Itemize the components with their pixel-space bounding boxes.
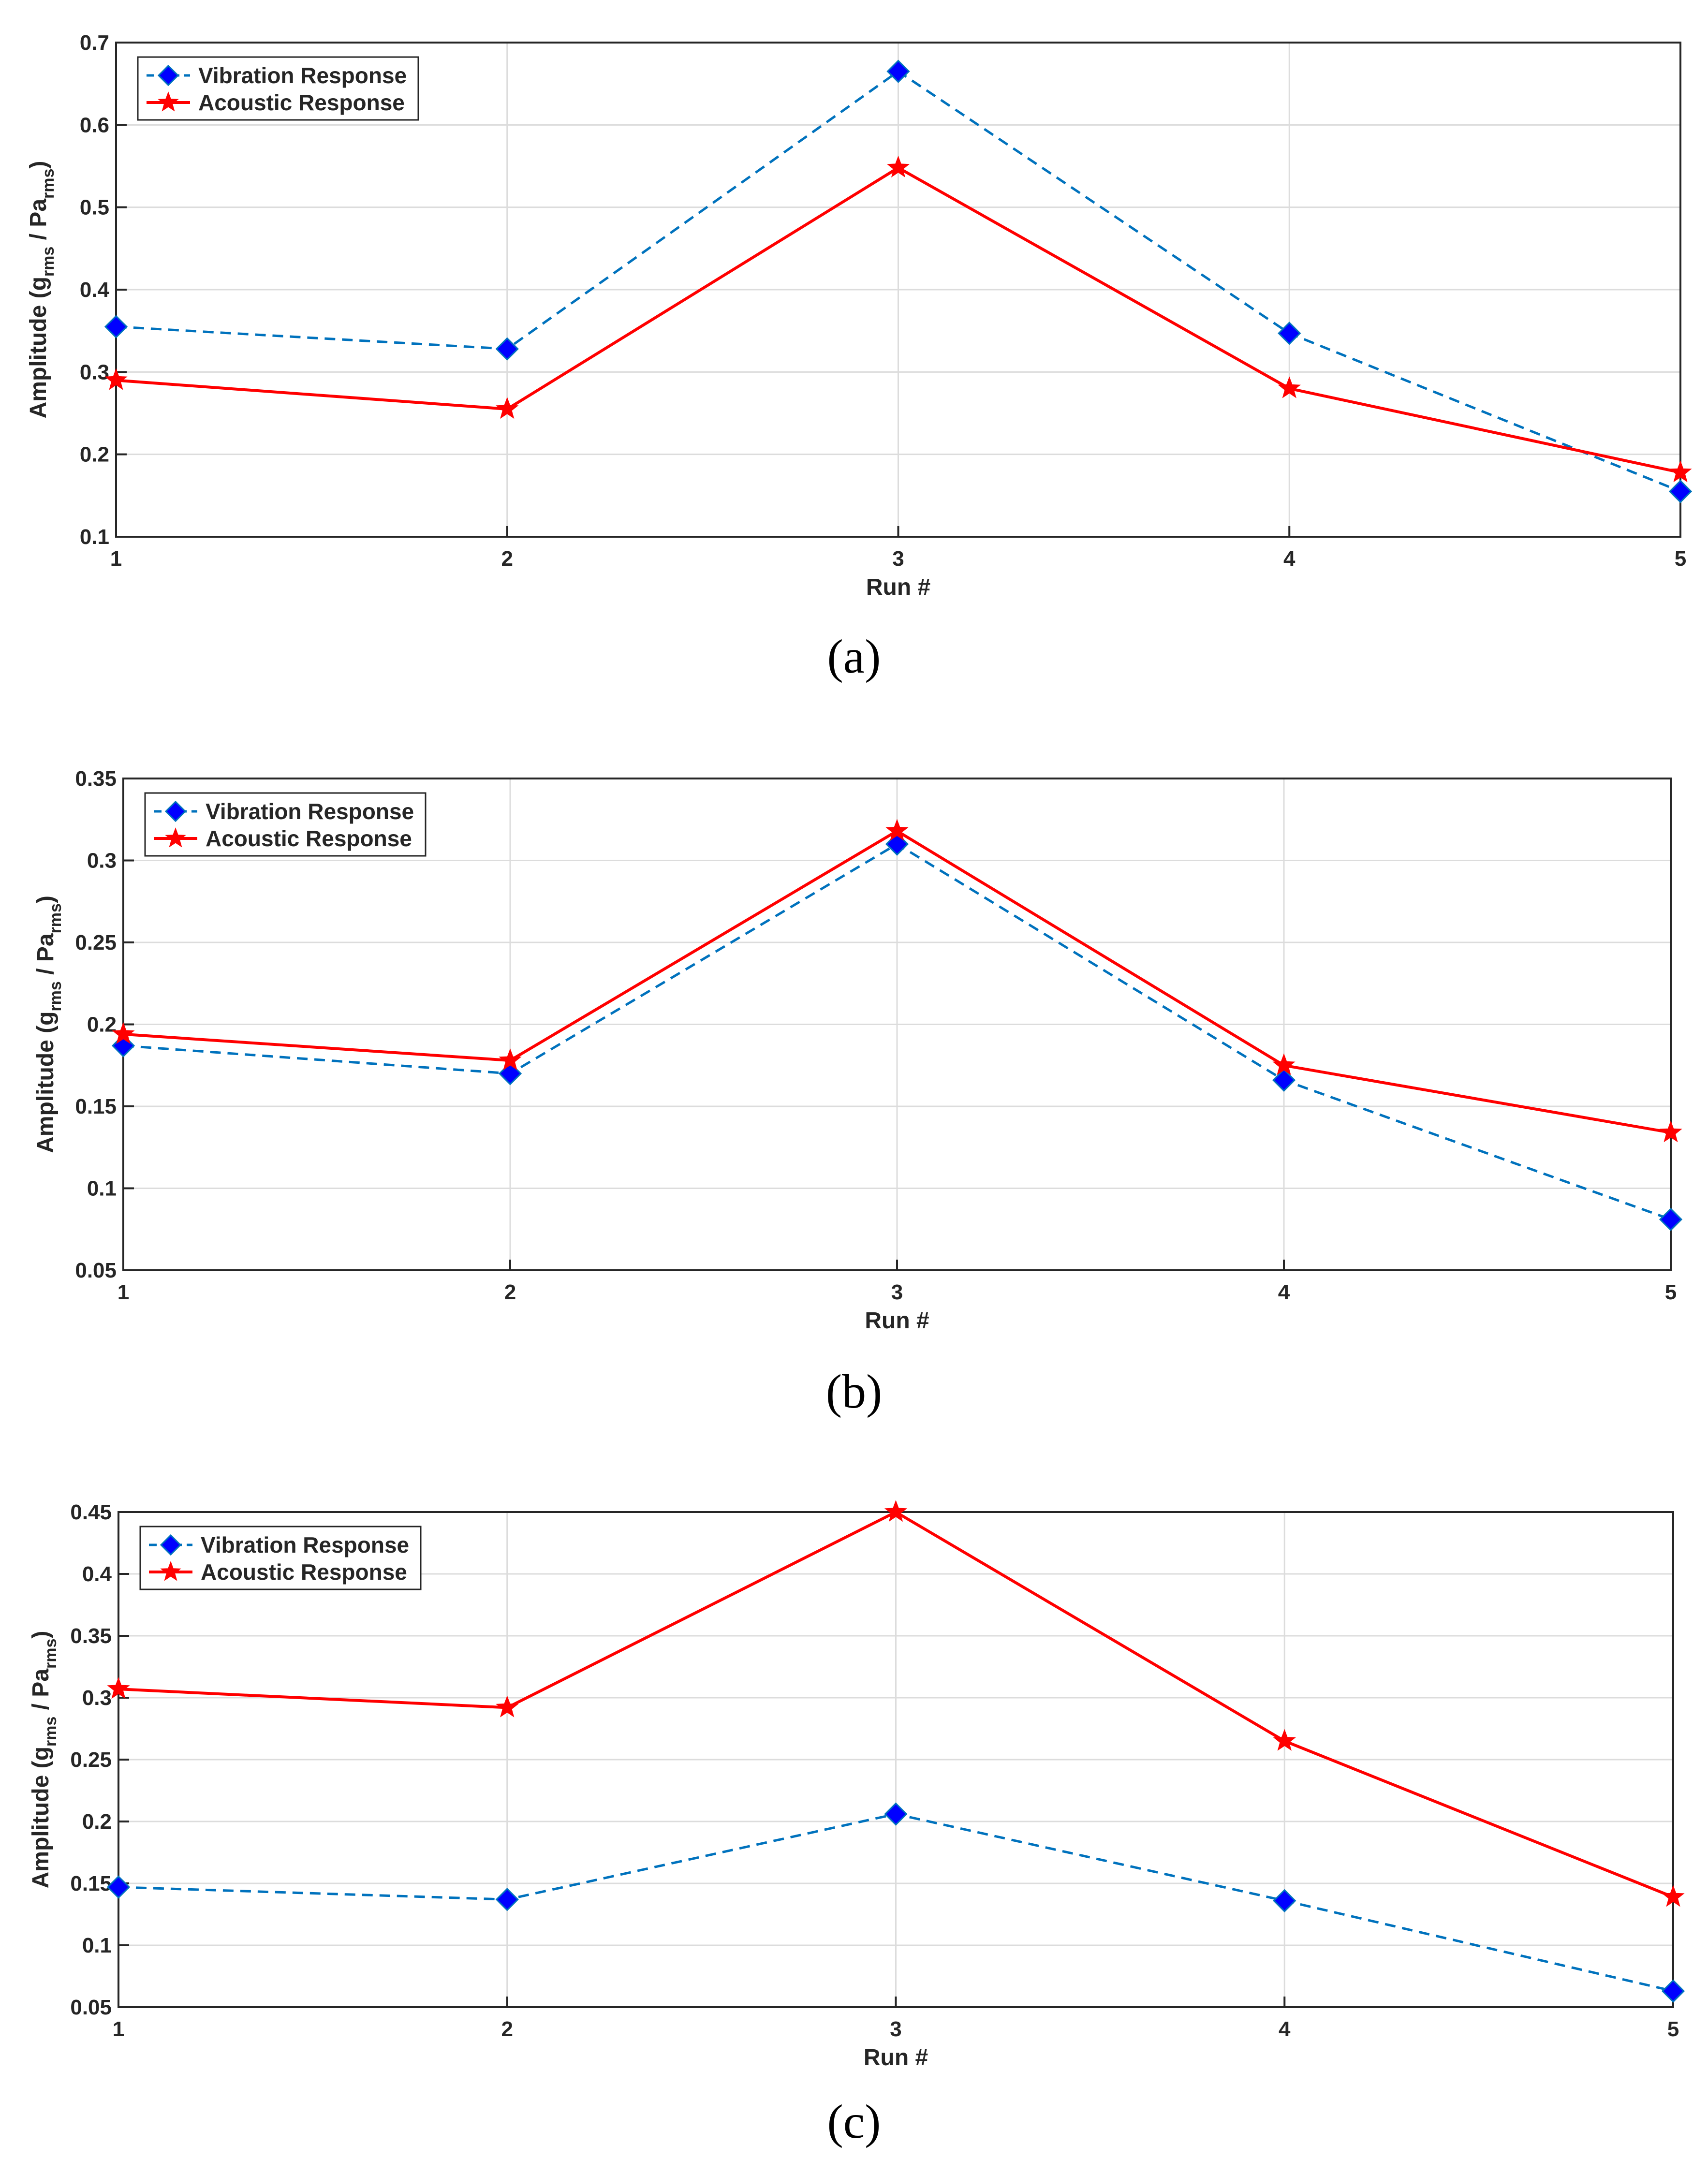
x-tick-label: 1 bbox=[118, 1280, 129, 1304]
y-axis-label: Amplitude (grms / Parms) bbox=[26, 161, 58, 419]
acoustic-point bbox=[1659, 1120, 1682, 1143]
x-axis-label: Run # bbox=[865, 1308, 929, 1334]
legend-star-icon bbox=[165, 827, 186, 848]
y-tick-label: 0.3 bbox=[82, 1686, 112, 1710]
y-tick-label: 0.05 bbox=[70, 1996, 112, 2019]
y-tick-label: 0.3 bbox=[80, 360, 109, 384]
x-tick-label: 5 bbox=[1665, 1280, 1677, 1304]
chart-panel-b: 1 2 3 4 5 0.05 0.1 0.15 0.2 0.25 0.3 0.35 Run # Ampli… bbox=[0, 733, 1708, 1342]
acoustic-point bbox=[1278, 376, 1301, 398]
x-tick-label: 3 bbox=[892, 547, 904, 571]
chart-c: 1 2 3 4 5 0.05 0.1 0.15 0.2 0.25 0.3 0.35 0.4 0.45 Run… bbox=[28, 1500, 1685, 2071]
vibration-point bbox=[1661, 1979, 1685, 2003]
y-tick-label: 0.1 bbox=[82, 1934, 112, 1957]
y-tick-label: 0.2 bbox=[87, 1013, 117, 1037]
y-tick-label: 0.35 bbox=[75, 767, 117, 791]
acoustic-point bbox=[104, 368, 128, 390]
chart-panel-c: 1 2 3 4 5 0.05 0.1 0.15 0.2 0.25 0.3 0.35 0.4 0.45 Run… bbox=[0, 1472, 1708, 2082]
x-axis-label: Run # bbox=[864, 2045, 928, 2071]
acoustic-point bbox=[1273, 1729, 1296, 1751]
vibration-point bbox=[1272, 1068, 1296, 1092]
x-tick-label: 2 bbox=[504, 1280, 516, 1304]
acoustic-point bbox=[884, 1500, 908, 1522]
vibration-point bbox=[1278, 322, 1301, 345]
legend-label: Vibration Response bbox=[201, 1532, 409, 1557]
y-axis-label: Amplitude (grms / Parms) bbox=[33, 896, 65, 1153]
x-tick-label: 4 bbox=[1283, 547, 1296, 571]
legend-label: Vibration Response bbox=[206, 799, 414, 824]
y-tick-label: 0.4 bbox=[82, 1562, 112, 1586]
y-tick-label: 0.4 bbox=[80, 278, 110, 302]
y-tick-label: 0.15 bbox=[75, 1095, 117, 1118]
y-tick-label: 0.05 bbox=[75, 1259, 117, 1282]
chart-a: 1 2 3 4 5 0.1 0.2 0.3 0.4 0.5 0.6 0.7 Run # Amplitude… bbox=[26, 31, 1693, 600]
legend-label: Acoustic Response bbox=[201, 1559, 407, 1585]
vibration-point bbox=[495, 337, 519, 361]
vibration-point bbox=[1668, 480, 1693, 503]
acoustic-point bbox=[1669, 460, 1692, 483]
vibration-point bbox=[495, 1888, 519, 1911]
acoustic-point bbox=[496, 1695, 519, 1718]
acoustic-point bbox=[107, 1677, 130, 1699]
x-tick-label: 3 bbox=[890, 2017, 901, 2041]
y-tick-label: 0.2 bbox=[80, 443, 109, 467]
x-tick-label: 4 bbox=[1278, 1280, 1290, 1304]
acoustic-point bbox=[499, 1048, 522, 1071]
acoustic-point bbox=[885, 819, 909, 841]
y-tick-label: 0.7 bbox=[80, 31, 109, 55]
y-tick-label: 0.25 bbox=[70, 1748, 112, 1772]
acoustic-point bbox=[496, 397, 519, 419]
caption-c: (c) bbox=[827, 2095, 881, 2148]
acoustic-point bbox=[1662, 1885, 1685, 1907]
y-tick-label: 0.35 bbox=[70, 1624, 112, 1648]
y-tick-label: 0.3 bbox=[87, 849, 117, 873]
acoustic-point bbox=[112, 1022, 135, 1044]
y-axis-label: Amplitude (grms / Parms) bbox=[28, 1631, 60, 1889]
acoustic-point bbox=[886, 156, 910, 178]
vibration-point bbox=[886, 59, 910, 83]
legend-star-icon bbox=[158, 91, 179, 112]
caption-a: (a) bbox=[827, 630, 881, 683]
y-tick-label: 0.45 bbox=[70, 1500, 112, 1524]
legend-label: Vibration Response bbox=[198, 63, 407, 88]
chart-panel-a: 1 2 3 4 5 0.1 0.2 0.3 0.4 0.5 0.6 0.7 Run # Amplitude… bbox=[0, 0, 1708, 609]
legend-label: Acoustic Response bbox=[206, 826, 412, 851]
y-tick-label: 0.5 bbox=[80, 196, 109, 220]
x-tick-label: 4 bbox=[1279, 2017, 1291, 2041]
vibration-point bbox=[104, 315, 128, 338]
x-tick-label: 3 bbox=[891, 1280, 903, 1304]
y-tick-label: 0.1 bbox=[80, 525, 109, 549]
chart-b: 1 2 3 4 5 0.05 0.1 0.15 0.2 0.25 0.3 0.35 Run # Ampli… bbox=[33, 767, 1683, 1334]
x-tick-label: 2 bbox=[501, 2017, 513, 2041]
y-tick-label: 0.25 bbox=[75, 931, 117, 955]
vibration-point bbox=[884, 1802, 908, 1826]
legend-box bbox=[137, 56, 419, 121]
x-tick-label: 5 bbox=[1667, 2017, 1679, 2041]
vibration-point bbox=[1659, 1207, 1683, 1232]
vibration-point bbox=[1273, 1889, 1296, 1912]
legend-diamond-icon bbox=[160, 1534, 182, 1556]
y-tick-label: 0.15 bbox=[70, 1872, 112, 1895]
y-tick-label: 0.6 bbox=[80, 113, 109, 137]
legend-label: Acoustic Response bbox=[198, 90, 405, 115]
legend-box bbox=[144, 792, 427, 857]
x-axis-label: Run # bbox=[866, 574, 930, 600]
legend-diamond-icon bbox=[164, 800, 187, 822]
acoustic-point bbox=[1272, 1053, 1296, 1075]
legend-box bbox=[139, 1526, 422, 1590]
y-tick-label: 0.1 bbox=[87, 1177, 117, 1201]
x-tick-label: 5 bbox=[1675, 547, 1686, 571]
x-tick-label: 1 bbox=[110, 547, 122, 571]
x-tick-label: 1 bbox=[113, 2017, 124, 2041]
x-tick-label: 2 bbox=[501, 547, 513, 571]
caption-b: (b) bbox=[825, 1365, 883, 1418]
y-tick-label: 0.2 bbox=[82, 1810, 112, 1834]
legend-star-icon bbox=[160, 1561, 181, 1581]
vibration-point bbox=[106, 1875, 131, 1899]
legend-diamond-icon bbox=[157, 64, 179, 87]
